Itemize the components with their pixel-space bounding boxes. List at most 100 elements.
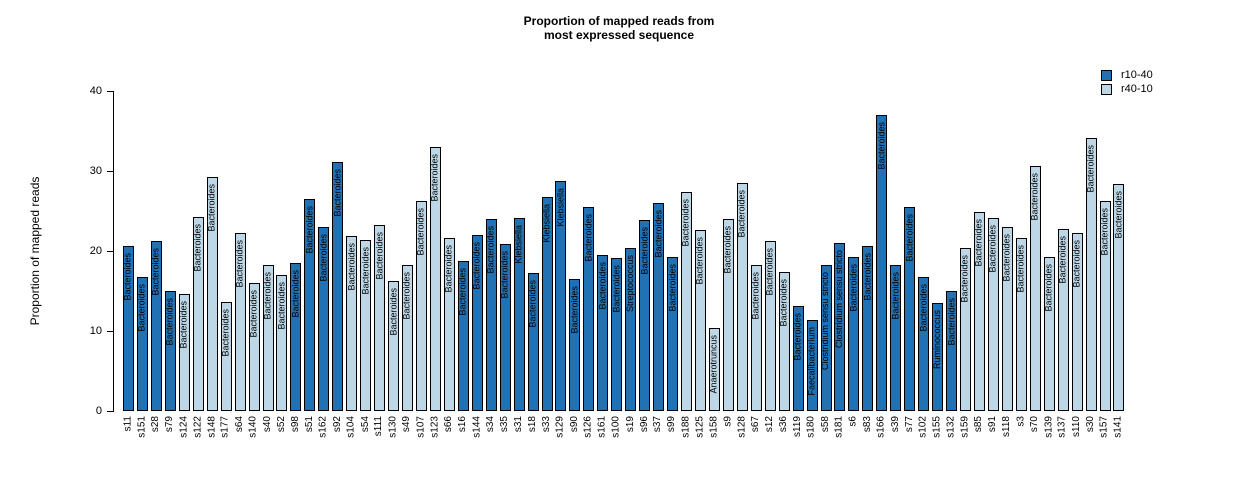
x-tick-label-s141: s141 — [1112, 416, 1124, 438]
taxon-label-s11: Bacteroides — [123, 253, 133, 301]
bar-s128 — [736, 183, 748, 411]
taxon-label-s139: Bacteroides — [1043, 264, 1054, 312]
bar-s28 — [150, 241, 162, 411]
x-tick-label-s3: s3 — [1015, 416, 1027, 427]
bar-s157 — [1099, 201, 1111, 411]
legend-item-r10-40: r10-40 — [1101, 68, 1153, 82]
x-tick-label-s188: s188 — [680, 416, 692, 438]
bar-s12 — [764, 241, 776, 411]
taxon-label-s31: Klebsiella — [513, 225, 524, 264]
x-tick-label-s36: s36 — [778, 416, 790, 433]
taxon-label-s161: Bacteroides — [597, 262, 608, 310]
x-tick-label-s6: s6 — [847, 416, 859, 427]
taxon-label-s158: Anaerotruncus — [708, 335, 719, 394]
x-tick-label-s91: s91 — [987, 416, 999, 433]
bar-s67 — [750, 265, 762, 411]
bar-s90 — [569, 279, 581, 411]
taxon-label-s67: Bacteroides — [750, 272, 761, 320]
taxon-label-s107: Bacteroides — [415, 208, 426, 256]
taxon-label-s51: Bacteroides — [304, 206, 315, 254]
bar-s124 — [178, 294, 190, 411]
x-tick-label-s111: s111 — [373, 416, 385, 437]
x-tick-label-s12: s12 — [764, 416, 776, 433]
taxon-label-s123: Bacteroides — [429, 154, 440, 202]
x-tick-label-s126: s126 — [582, 416, 594, 438]
bar-s102 — [918, 277, 930, 411]
x-tick-label-s98: s98 — [289, 416, 301, 433]
bar-s19 — [625, 248, 637, 411]
x-tick-label-s180: s180 — [806, 416, 818, 438]
taxon-label-s124: Bacteroides — [178, 301, 189, 349]
taxon-label-s100: Bacteroides — [611, 265, 622, 313]
x-tick-label-s119: s119 — [792, 416, 804, 437]
bar-s98 — [290, 263, 302, 411]
x-tick-label-s35: s35 — [499, 416, 511, 433]
taxon-label-s102: Bacteroides — [918, 284, 929, 332]
bar-s125 — [694, 230, 706, 411]
x-tick-label-s181: s181 — [833, 416, 845, 438]
bar-s110 — [1071, 233, 1083, 411]
bar-s99 — [667, 257, 679, 411]
taxon-label-s40: Bacteroides — [262, 272, 273, 320]
x-tick-label-s140: s140 — [248, 416, 260, 438]
x-tick-label-s90: s90 — [568, 416, 580, 433]
bar-s3 — [1015, 238, 1027, 411]
bar-s83 — [862, 246, 874, 411]
taxon-label-s157: Bacteroides — [1099, 208, 1110, 256]
bar-s36 — [778, 272, 790, 411]
bar-s180 — [806, 320, 818, 411]
taxon-label-s148: Bacteroides — [206, 184, 217, 232]
legend-swatch-r40-10 — [1101, 83, 1112, 95]
taxon-label-s96: Bacteroides — [639, 227, 650, 275]
taxon-label-s98: Bacteroides — [290, 270, 301, 318]
bar-s6 — [848, 257, 860, 411]
bar-s159 — [960, 248, 971, 411]
y-tick-label-20: 20 — [89, 245, 102, 257]
bar-s132 — [946, 291, 958, 411]
bar-s181 — [834, 243, 846, 411]
bar-s31 — [513, 218, 525, 411]
x-tick-label-s58: s58 — [820, 416, 831, 433]
x-tick-label-s166: s166 — [875, 416, 887, 438]
bar-s49 — [402, 265, 413, 411]
taxon-label-s39: Bacteroides — [890, 272, 901, 320]
taxon-label-s188: Bacteroides — [681, 199, 691, 247]
x-tick-label-s123: s123 — [429, 416, 441, 438]
bar-s33 — [541, 197, 553, 411]
bar-s77 — [904, 207, 916, 411]
y-tick-10 — [107, 331, 113, 332]
taxon-label-s66: Bacteroides — [443, 245, 454, 293]
x-tick-label-s118: s118 — [1001, 416, 1013, 437]
x-tick-label-s104: s104 — [345, 416, 357, 438]
bar-s58 — [820, 265, 832, 411]
taxon-label-s30: Bacteroides — [1085, 145, 1096, 193]
taxon-label-s36: Bacteroides — [778, 279, 789, 327]
taxon-label-s140: Bacteroides — [248, 290, 259, 338]
legend: r10-40 r40-10 — [1101, 68, 1153, 96]
x-tick-label-s39: s39 — [889, 416, 901, 433]
bar-s35 — [499, 244, 511, 411]
x-tick-label-s64: s64 — [234, 416, 246, 433]
bar-s140 — [248, 283, 260, 411]
bar-s162 — [318, 227, 330, 411]
x-tick-label-s151: s151 — [136, 416, 148, 438]
taxon-label-s126: Bacteroides — [583, 214, 594, 262]
x-tick-label-s130: s130 — [387, 416, 399, 438]
bar-s118 — [1001, 227, 1013, 411]
x-tick-label-s9: s9 — [722, 416, 734, 427]
taxon-label-s181: Clostridium sensu stricto — [834, 250, 845, 349]
y-tick-40 — [107, 91, 113, 92]
taxon-label-s83: Bacteroides — [862, 253, 873, 301]
taxon-label-s119: Bacteroides — [792, 313, 803, 361]
taxon-label-s49: Bacteroides — [402, 272, 412, 320]
x-tick-label-s70: s70 — [1029, 416, 1041, 433]
y-axis-title: Proportion of mapped reads — [28, 176, 42, 326]
x-tick-label-s66: s66 — [443, 416, 455, 433]
bar-s16 — [457, 261, 469, 411]
taxon-label-s144: Bacteroides — [471, 242, 482, 290]
y-tick-label-0: 0 — [95, 405, 102, 417]
taxon-label-s85: Bacteroides — [973, 219, 984, 267]
x-tick-label-s162: s162 — [317, 416, 329, 438]
taxon-label-s77: Bacteroides — [904, 214, 915, 262]
bar-s96 — [639, 220, 651, 411]
